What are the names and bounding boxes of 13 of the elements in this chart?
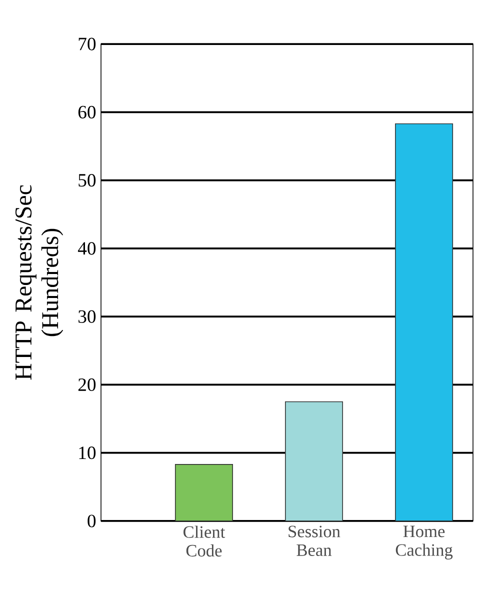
y-tick-label: 20 [78,378,96,392]
y-axis-title: HTTP Requests/Sec (Hundreds) [15,185,64,380]
y-tick-label: 40 [78,242,96,255]
y-tick-label: 70 [78,38,96,50]
y-tick-label: 60 [78,106,96,118]
x-tick-label: Client Code [184,526,226,557]
y-tick-label: 10 [79,446,96,460]
y-tick-label: 50 [78,174,96,187]
bar [395,123,454,521]
y-tick-label: 30 [78,310,96,323]
x-tick-label: Home Caching [396,526,453,560]
x-tick-label: Session Bean [288,526,340,556]
y-tick-label: 0 [88,514,96,528]
